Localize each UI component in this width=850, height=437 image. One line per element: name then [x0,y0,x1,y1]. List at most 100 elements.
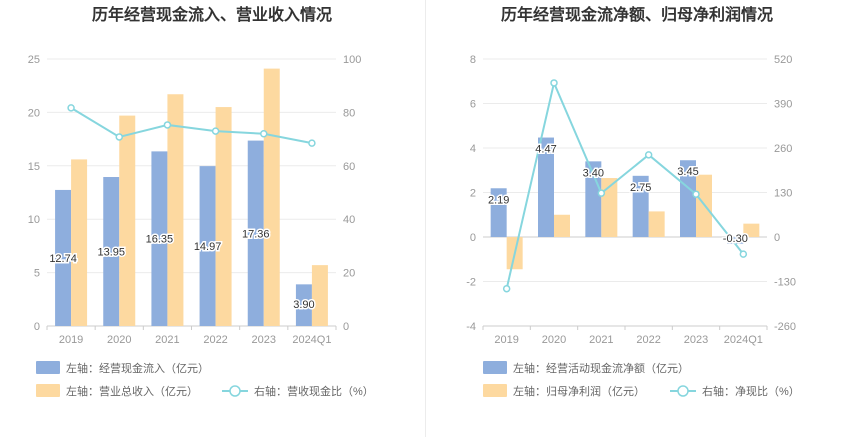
chart2-bar-primary [632,175,649,237]
chart1-x-tick-label: 2023 [252,334,276,346]
chart2-data-label: 2.19 [488,194,509,206]
chart1-right-tick-label: 0 [343,321,349,333]
chart2-bar-primary [490,188,507,237]
chart1-data-label: 16.35 [146,234,174,246]
chart1-data-label: 3.90 [293,299,314,311]
chart2-legend-label: 左轴：归母净利润（亿元） [513,384,645,398]
chart1-legend-label: 右轴：营收现金比（%） [254,384,374,398]
chart1-ratio-point [115,133,123,141]
chart1-x-tick-label: 2022 [203,334,227,346]
chart2-left-tick-label: 8 [470,54,476,66]
chart1-bar-primary [151,151,168,326]
chart1-ratio-line [70,107,313,145]
chart2-right-tick-label: 130 [774,188,792,200]
chart2-data-label: -0.30 [723,233,748,245]
chart2-ratio-point [692,190,700,198]
chart1-bar-secondary [71,159,88,326]
chart1-legend-label: 左轴：营业总收入（亿元） [66,384,198,398]
chart2-ratio-point [644,151,653,159]
chart1-ratio-point [308,139,316,147]
chart1-left-tick-label: 25 [28,54,40,66]
chart1-x-tick-label: 2021 [155,334,179,346]
chart1-right-tick-label: 60 [343,161,355,173]
chart2-data-label: 3.45 [677,166,698,178]
chart1-right-tick-label: 80 [343,107,355,119]
chart2-bar-primary [727,237,744,244]
chart1-ratio-point [211,127,220,135]
chart1-left-tick-label: 0 [34,321,40,333]
chart2-left-tick-label: 4 [470,143,476,155]
chart1-bar-secondary [119,115,136,326]
chart1-data-label: 14.97 [194,241,222,253]
chart2-x-tick-label: 2020 [542,334,566,346]
chart1-right-tick-label: 100 [343,54,361,66]
chart2-right-tick-label: -130 [774,277,796,289]
chart2-left-tick-label: 6 [470,99,476,111]
chart1-right-tick-label: 40 [343,214,355,226]
chart2-legend-label: 左轴：经营活动现金流净额（亿元） [513,361,689,375]
chart1-bar-secondary [311,265,328,326]
chart2-x-tick-label: 2019 [494,334,518,346]
chart2-ratio-point [597,189,606,197]
chart1-ratio-point [163,121,172,129]
chart2-x-tick-label: 2024Q1 [724,334,763,346]
chart2-legend-swatch-marker [677,385,689,397]
chart2-bar-primary [538,137,554,237]
chart2-right-tick-label: -260 [774,321,796,333]
chart2-bar-secondary [743,223,760,237]
chart2-data-label: 3.40 [583,167,604,179]
chart2-x-tick-label: 2021 [589,334,613,346]
chart2-right-tick-label: 390 [774,99,792,111]
chart2-bar-secondary [648,211,665,237]
chart1-bar-primary [199,166,216,326]
chart2-bar-primary [585,161,602,237]
chart1-x-tick-label: 2019 [59,334,83,346]
chart1-bar-secondary [215,107,232,326]
chart2-ratio-line [505,79,745,289]
chart1-legend-label: 左轴：经营现金流入（亿元） [66,361,209,375]
chart1-right-tick-label: 20 [343,268,355,280]
chart2-left-tick-label: 2 [470,188,476,200]
panel-divider [425,0,426,437]
chart1-legend-swatch-marker [229,385,241,397]
chart2-x-tick-label: 2023 [684,334,708,346]
chart1-bar-secondary [263,68,280,326]
chart2-legend-swatch [483,384,507,397]
chart1-data-label: 13.95 [97,247,125,259]
chart2-right-tick-label: 260 [774,143,792,155]
chart1-title: 历年经营现金流入、营业收入情况 [92,5,332,24]
chart1-x-tick-label: 2024Q1 [292,334,331,346]
chart1-legend-swatch [36,361,60,374]
chart1-bar-primary [247,140,264,326]
chart2-legend-swatch [483,361,507,374]
chart1-ratio-point [260,130,268,138]
chart2-left-tick-label: -4 [466,321,476,333]
chart2-data-label: 2.75 [630,182,651,194]
chart2-ratio-point [739,250,748,258]
chart2-x-tick-label: 2022 [636,334,660,346]
chart1-x-tick-label: 2020 [107,334,131,346]
chart1-bar-primary [55,189,72,326]
chart1-left-tick-label: 10 [28,214,40,226]
chart1-legend-swatch [36,384,60,397]
chart1-bar-primary [103,177,120,326]
chart2-ratio-point [502,284,511,293]
chart1-data-label: 12.74 [49,253,77,265]
chart1-left-tick-label: 20 [28,107,40,119]
chart2-title: 历年经营现金流净额、归母净利润情况 [501,5,773,24]
chart1-left-tick-label: 5 [34,268,40,280]
chart2-bar-secondary [601,178,618,237]
chart2-bar-primary [680,160,696,237]
chart2-bar-secondary [554,214,570,237]
chart1-data-label: 17.36 [242,228,270,240]
chart1-bar-primary [295,284,312,326]
chart1-left-tick-label: 15 [28,161,40,173]
chart2-left-tick-label: -2 [466,277,476,289]
chart1-bar-secondary [167,94,184,326]
chart2-right-tick-label: 0 [774,232,780,244]
chart2-right-tick-label: 520 [774,54,792,66]
chart1-ratio-point [67,104,75,112]
chart2-data-label: 4.47 [535,144,556,156]
chart2-legend-label: 右轴：净现比（%） [702,384,800,398]
